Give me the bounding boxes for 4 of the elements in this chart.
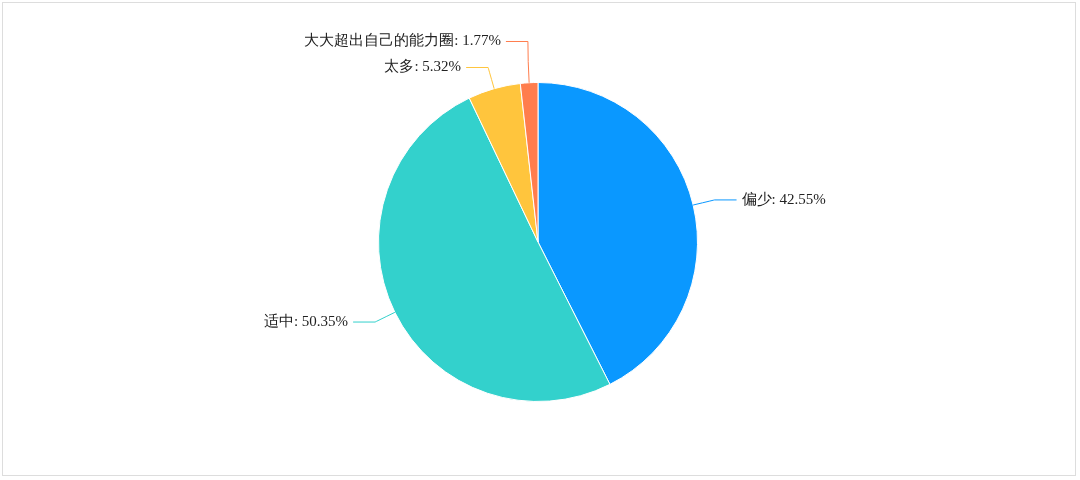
slice-label: 偏少: 42.55% <box>741 190 826 207</box>
slice-label: 大大超出自己的能力圈: 1.77% <box>304 32 501 49</box>
slice-label: 适中: 50.35% <box>263 312 349 329</box>
slice-label: 太多: 5.32% <box>384 58 462 75</box>
